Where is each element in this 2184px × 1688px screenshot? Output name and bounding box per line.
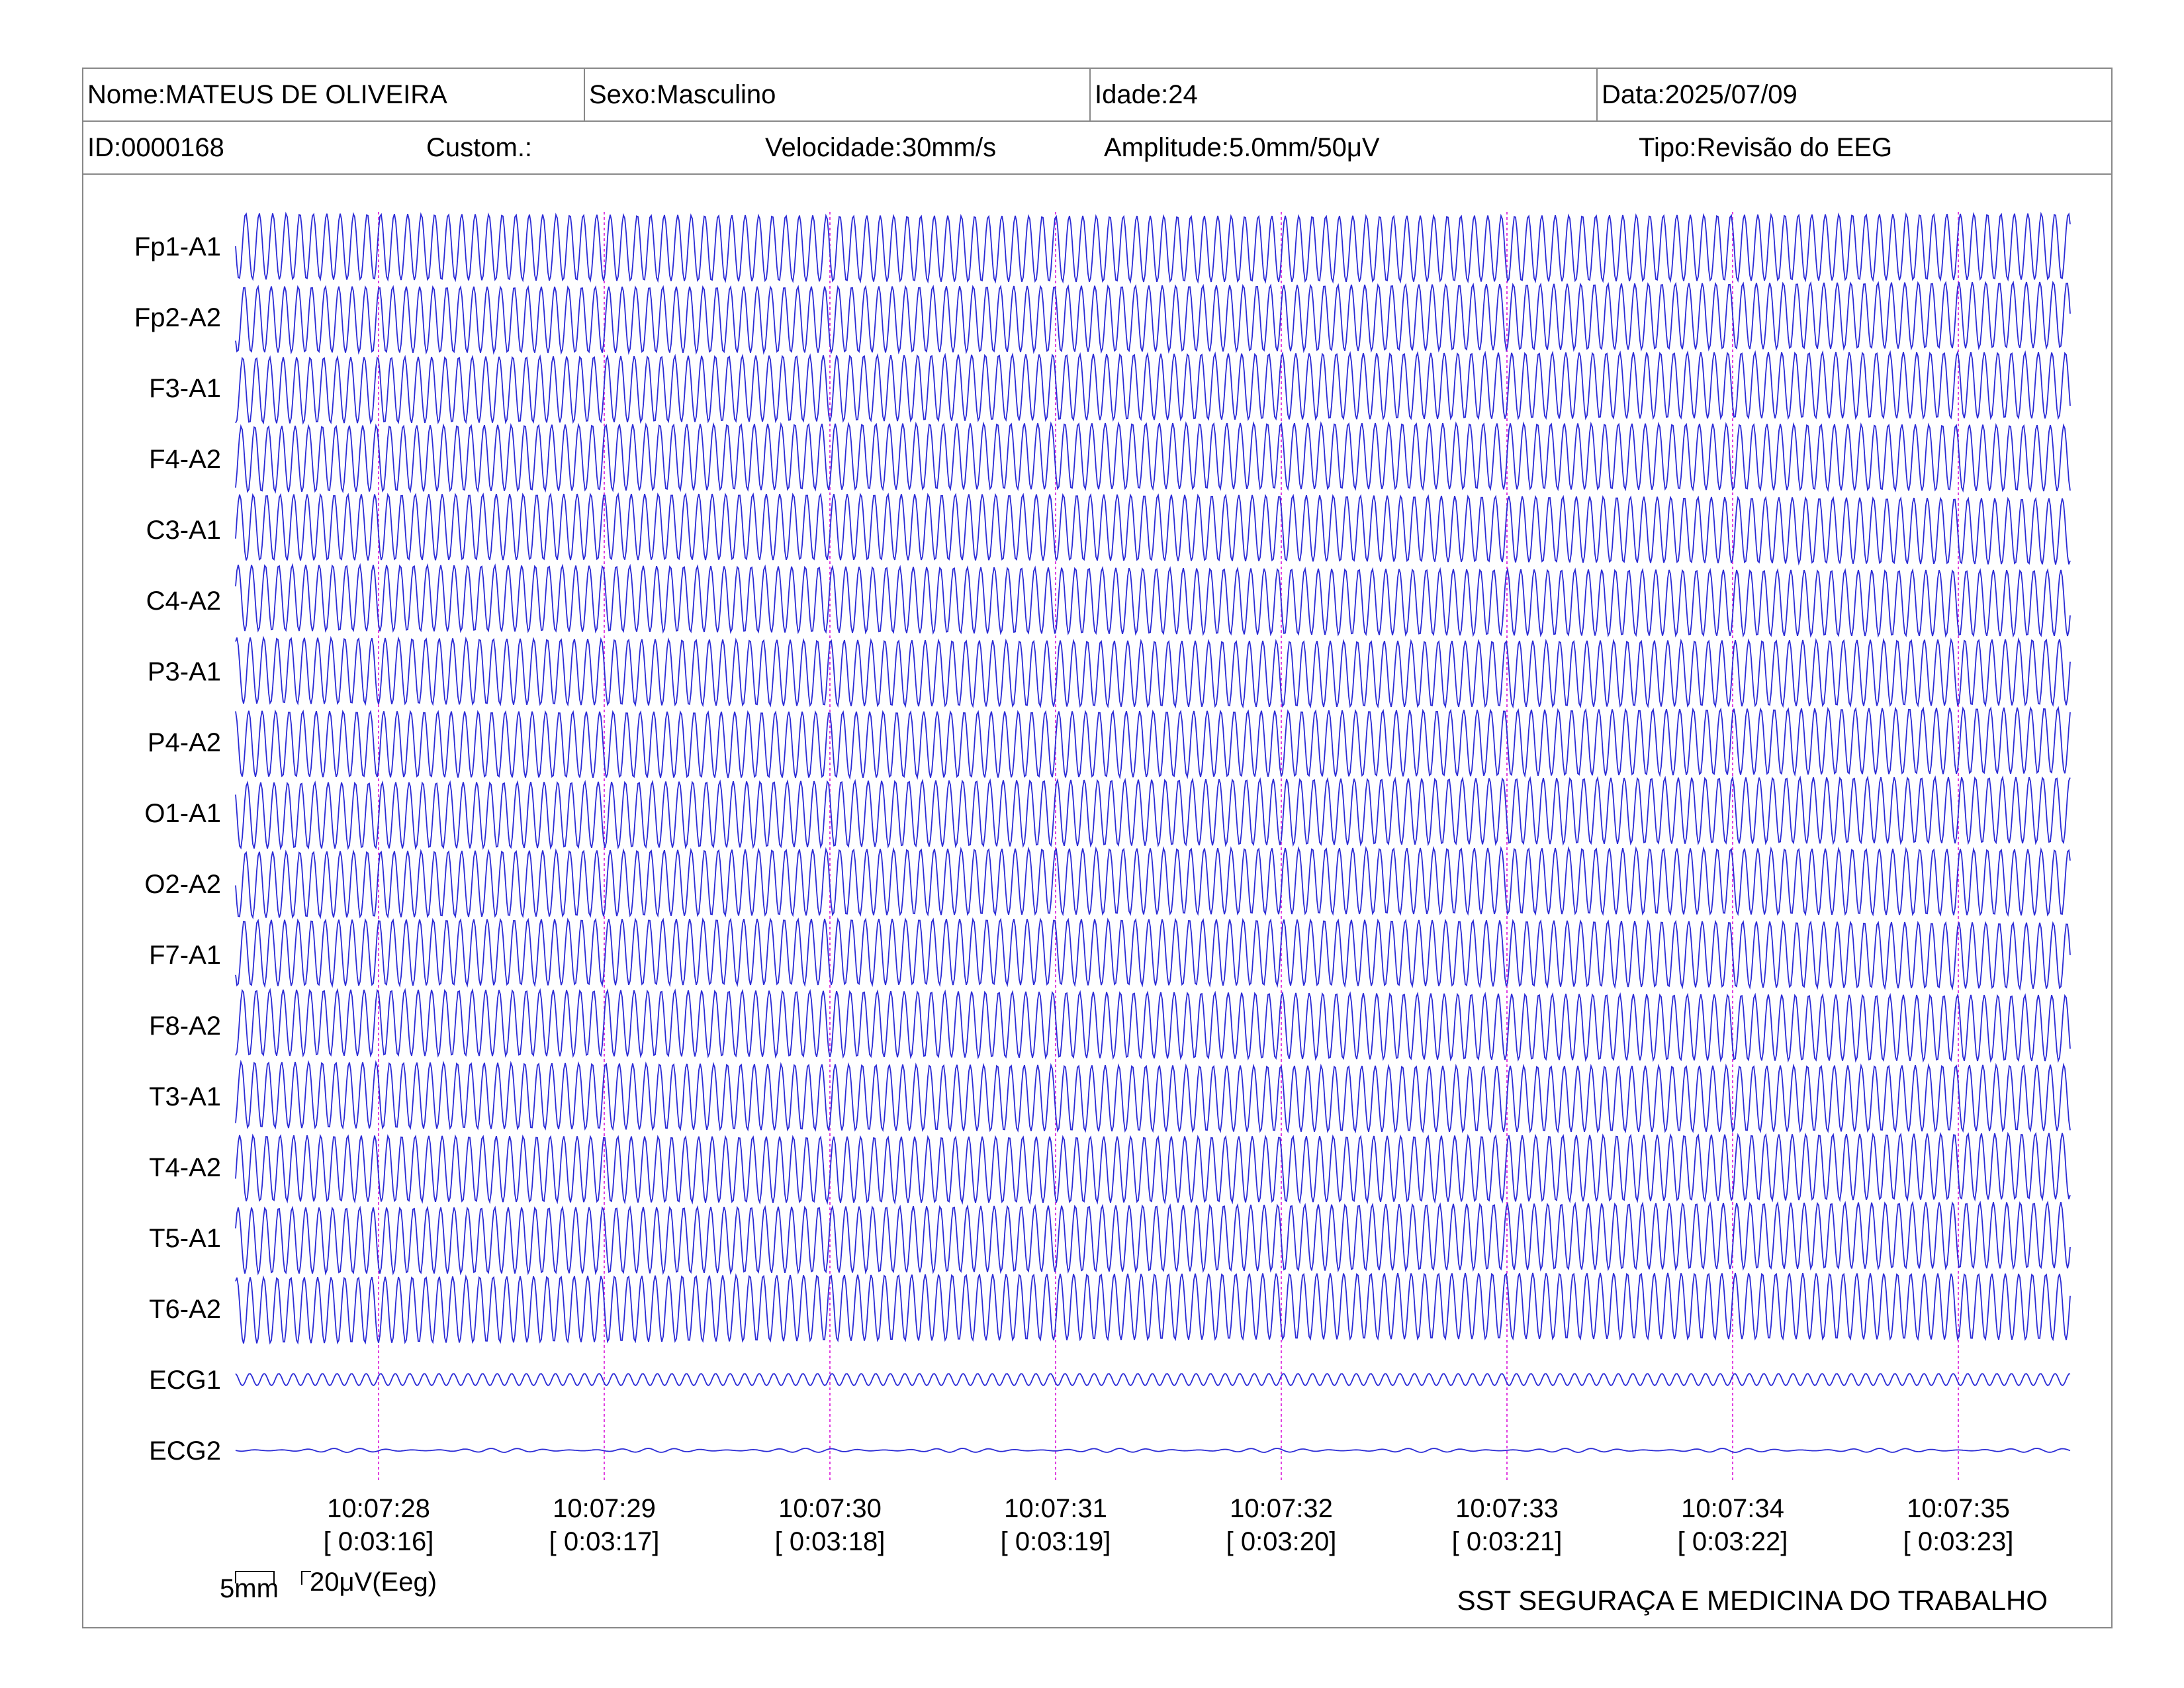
eeg-trace-t4-a2	[235, 1131, 2071, 1205]
clinic-footer: SST SEGURAÇA E MEDICINA DO TRABALHO	[1457, 1585, 2048, 1616]
channel-label: Fp2-A2	[134, 303, 221, 332]
time-marker-lines	[378, 212, 1959, 1483]
channel-label: F8-A2	[149, 1011, 221, 1041]
time-clock-label: 10:07:28	[327, 1494, 430, 1523]
time-elapsed-label: [ 0:03:17]	[549, 1527, 660, 1556]
report-frame: Nome:MATEUS DE OLIVEIRA Sexo:Masculino I…	[82, 68, 2113, 1628]
time-clock-label: 10:07:35	[1907, 1494, 2010, 1523]
eeg-trace-c3-a1	[235, 492, 2071, 566]
scale-bar-icon	[235, 1571, 311, 1585]
time-clock-label: 10:07:31	[1004, 1494, 1107, 1523]
channel-label: O2-A2	[144, 870, 221, 899]
time-elapsed-label: [ 0:03:22]	[1678, 1527, 1788, 1556]
time-elapsed-label: [ 0:03:20]	[1226, 1527, 1337, 1556]
time-clock-label: 10:07:34	[1681, 1494, 1784, 1523]
patient-name: Nome:MATEUS DE OLIVEIRA	[87, 80, 447, 109]
time-elapsed-label: [ 0:03:18]	[775, 1527, 886, 1556]
eeg-trace-fp2-a2	[235, 280, 2071, 355]
channel-labels: Fp1-A1 Fp2-A2 F3-A1 F4-A2 C3-A1 C4-A2 P3-A1 P4-…	[134, 232, 221, 1466]
eeg-trace-t3-a1	[235, 1059, 2071, 1134]
eeg-trace-f7-a1	[235, 917, 2071, 991]
eeg-trace-c4-a2	[235, 563, 2071, 638]
header-row-1: Nome:MATEUS DE OLIVEIRA Sexo:Masculino I…	[83, 69, 2111, 122]
channel-label: O1-A1	[144, 799, 221, 828]
channel-label: C4-A2	[146, 586, 221, 616]
eeg-trace-t5-a1	[235, 1200, 2071, 1276]
time-clock-label: 10:07:29	[553, 1494, 656, 1523]
amplitude-scale-label: 20μV(Eeg)	[310, 1568, 437, 1597]
channel-label: T3-A1	[149, 1082, 221, 1111]
channel-label: Fp1-A1	[134, 232, 221, 261]
time-labels: 10:07:28 [ 0:03:16] 10:07:29 [ 0:03:17] 10:0…	[324, 1494, 2014, 1556]
exam-date: Data:2025/07/09	[1596, 69, 2113, 120]
time-elapsed-label: [ 0:03:16]	[324, 1527, 434, 1556]
eeg-trace-o2-a2	[235, 846, 2071, 919]
patient-id: ID:0000168	[87, 133, 224, 162]
eeg-trace-f8-a2	[235, 988, 2071, 1063]
channel-label: T4-A2	[149, 1153, 221, 1182]
channel-label: F4-A2	[149, 445, 221, 474]
channel-label: ECG2	[149, 1436, 221, 1466]
patient-sex: Sexo:Masculino	[584, 69, 1089, 120]
eeg-trace-f3-a1	[235, 350, 2071, 425]
channel-label: P3-A1	[148, 657, 221, 686]
eeg-trace-fp1-a1	[235, 211, 2071, 284]
custom-field: Custom.:	[426, 133, 533, 162]
time-elapsed-label: [ 0:03:21]	[1452, 1527, 1563, 1556]
eeg-trace-f4-a2	[235, 421, 2071, 494]
channel-label: F7-A1	[149, 941, 221, 970]
channel-label: F3-A1	[149, 374, 221, 403]
eeg-trace-p3-a1	[235, 635, 2071, 709]
channel-label: T5-A1	[149, 1224, 221, 1253]
eeg-traces	[235, 211, 2071, 1453]
time-clock-label: 10:07:32	[1230, 1494, 1333, 1523]
time-elapsed-label: [ 0:03:19]	[1001, 1527, 1111, 1556]
amplitude-setting: Amplitude:5.0mm/50μV	[1104, 133, 1380, 162]
eeg-trace-p4-a2	[235, 706, 2071, 780]
channel-label: ECG1	[149, 1366, 221, 1395]
eeg-trace-ecg2	[235, 1448, 2071, 1453]
time-clock-label: 10:07:33	[1455, 1494, 1559, 1523]
eeg-trace-t6-a2	[235, 1272, 2071, 1345]
channel-label: P4-A2	[148, 728, 221, 757]
channel-label: C3-A1	[146, 516, 221, 545]
speed-setting: Velocidade:30mm/s	[765, 133, 997, 162]
review-type: Tipo:Revisão do EEG	[1639, 133, 1893, 162]
channel-label: T6-A2	[149, 1295, 221, 1324]
time-clock-label: 10:07:30	[778, 1494, 882, 1523]
time-elapsed-label: [ 0:03:23]	[1903, 1527, 2014, 1556]
eeg-trace-o1-a1	[235, 775, 2071, 851]
patient-age: Idade:24	[1089, 69, 1596, 120]
eeg-trace-ecg1	[235, 1373, 2071, 1387]
header-row-2: ID:0000168 Custom.: Velocidade:30mm/s Am…	[83, 122, 2111, 175]
time-scale-label: 5mm	[220, 1574, 279, 1603]
